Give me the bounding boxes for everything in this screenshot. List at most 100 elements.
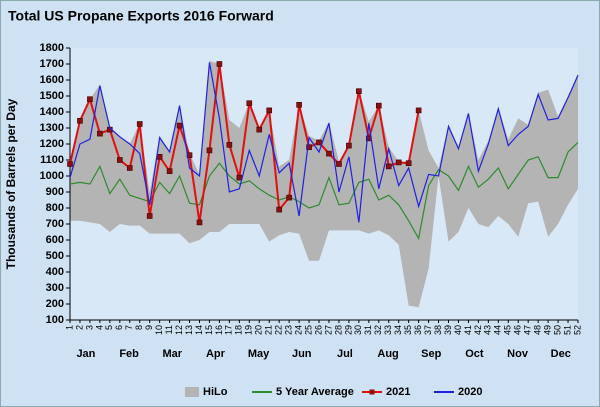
x-tick-label: 21 [264, 325, 274, 335]
legend-swatch [185, 387, 199, 397]
x-tick-label: 34 [393, 325, 403, 335]
point [326, 150, 332, 157]
x-tick-label: 17 [224, 325, 234, 335]
month-label: Jun [292, 348, 312, 360]
point [97, 130, 103, 137]
y-tick-label: 1600 [40, 74, 64, 86]
point [236, 174, 243, 181]
point [395, 159, 402, 166]
x-tick-label: 7 [124, 325, 134, 330]
y-tick-label: 100 [46, 314, 64, 326]
x-tick-label: 51 [562, 325, 572, 335]
point [356, 88, 362, 94]
x-tick-label: 52 [572, 325, 582, 335]
month-label: Aug [377, 348, 398, 360]
point [176, 122, 183, 129]
month-label: Apr [206, 348, 226, 360]
y-tick-label: 300 [46, 282, 64, 294]
point [77, 118, 83, 124]
x-tick-label: 38 [433, 325, 443, 335]
x-tick-label: 16 [214, 325, 224, 335]
y-axis-label: Thousands of Barrels per Day [4, 98, 18, 269]
x-tick-label: 37 [423, 325, 433, 335]
point [156, 154, 163, 160]
x-tick-label: 35 [403, 325, 413, 335]
point [87, 96, 93, 102]
y-tick-label: 400 [46, 266, 64, 278]
point [226, 142, 233, 148]
y-tick-label: 900 [46, 186, 64, 198]
x-tick-label: 27 [323, 325, 333, 335]
x-tick-label: 33 [383, 325, 393, 335]
y-tick-label: 200 [46, 298, 64, 310]
point [206, 147, 213, 154]
y-tick-label: 1400 [40, 106, 64, 118]
x-tick-label: 30 [353, 325, 363, 335]
point [216, 61, 223, 67]
x-tick-label: 12 [174, 325, 184, 335]
y-tick-label: 1700 [40, 58, 64, 70]
x-tick-label: 32 [373, 325, 383, 335]
point [246, 100, 253, 106]
x-tick-label: 24 [293, 325, 303, 335]
x-tick-label: 39 [443, 325, 453, 335]
point [346, 142, 352, 149]
x-tick-label: 13 [184, 325, 194, 335]
chart-title: Total US Propane Exports 2016 Forward [8, 8, 274, 24]
x-tick-label: 29 [343, 325, 353, 335]
legend-label: 2021 [386, 386, 410, 398]
x-tick-label: 8 [134, 325, 144, 330]
x-tick-label: 5 [104, 325, 114, 330]
point [196, 219, 203, 226]
legend-label: 2020 [458, 386, 482, 398]
x-tick-label: 47 [523, 325, 533, 335]
point [266, 107, 273, 114]
month-label: May [248, 348, 270, 360]
hilo-band [70, 60, 578, 308]
legend-label: 5 Year Average [276, 386, 354, 398]
x-tick-label: 4 [94, 325, 104, 330]
month-label: Sep [421, 348, 441, 360]
x-tick-label: 18 [234, 325, 244, 335]
point [276, 206, 282, 213]
x-tick-label: 45 [503, 325, 513, 335]
legend-marker [369, 389, 375, 395]
x-tick-label: 9 [144, 325, 154, 330]
x-tick-label: 20 [254, 325, 264, 335]
x-tick-label: 14 [194, 325, 204, 335]
y-tick-label: 1000 [40, 170, 64, 182]
x-tick-label: 23 [284, 325, 294, 335]
month-label: Nov [507, 348, 529, 360]
point [375, 102, 382, 109]
y-tick-label: 600 [46, 234, 64, 246]
point [126, 165, 133, 171]
y-tick-label: 500 [46, 250, 64, 262]
month-label: Dec [551, 348, 571, 360]
point [405, 160, 412, 166]
y-tick-label: 1500 [40, 90, 64, 102]
x-tick-label: 19 [244, 325, 254, 335]
x-tick-label: 40 [453, 325, 463, 335]
x-tick-label: 11 [164, 325, 174, 334]
x-tick-label: 10 [154, 325, 164, 335]
x-tick-label: 3 [84, 325, 94, 330]
y-tick-label: 1300 [40, 122, 64, 134]
x-tick-label: 36 [413, 325, 423, 335]
point [286, 194, 292, 201]
month-label: Jul [337, 348, 353, 360]
y-tick-label: 700 [46, 218, 64, 230]
x-tick-label: 41 [463, 325, 473, 335]
point [166, 168, 173, 174]
x-tick-label: 50 [552, 325, 562, 335]
month-label: Feb [119, 348, 139, 360]
point [67, 161, 73, 167]
x-tick-label: 48 [533, 325, 543, 335]
x-tick-label: 2 [74, 325, 84, 330]
point [296, 102, 302, 108]
point [146, 213, 153, 219]
month-label: Mar [162, 348, 182, 360]
y-tick-label: 1200 [40, 138, 64, 150]
x-tick-label: 25 [303, 325, 313, 335]
